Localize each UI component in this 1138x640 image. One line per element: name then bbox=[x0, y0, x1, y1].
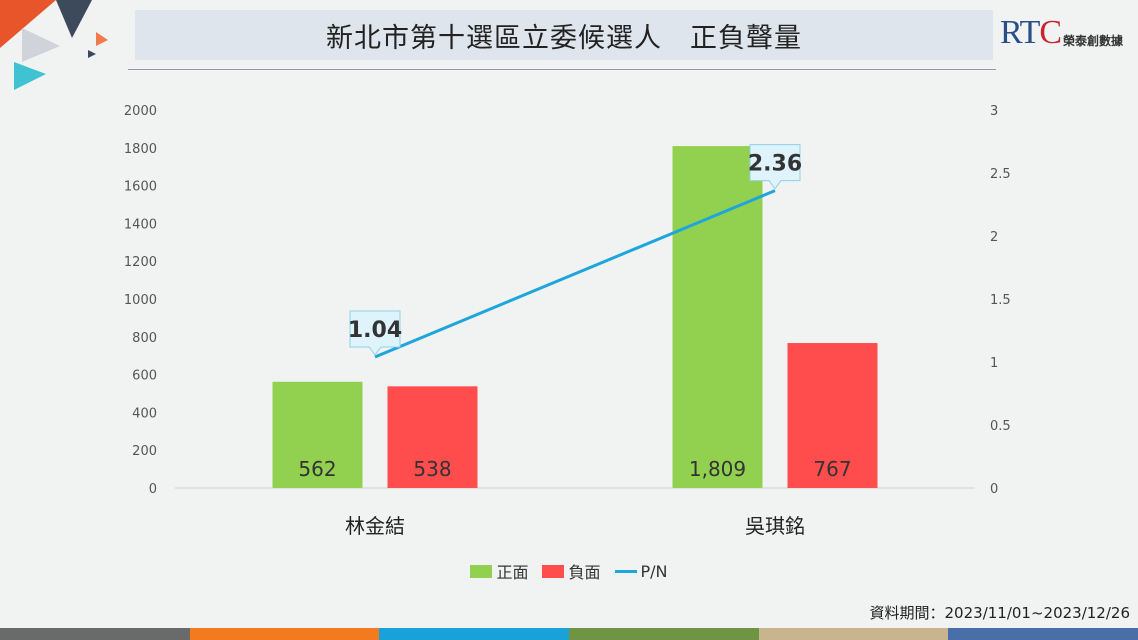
bottom-bar-segment bbox=[569, 628, 759, 640]
ratio-data-label: 2.36 bbox=[748, 152, 802, 177]
legend-item-negative: 負面 bbox=[542, 559, 601, 583]
ratio-callout bbox=[349, 310, 401, 356]
y2-tick-label: 2.5 bbox=[990, 167, 1011, 182]
y-tick-label: 1400 bbox=[124, 217, 157, 232]
ratio-callout bbox=[749, 144, 801, 190]
bar-negative bbox=[787, 343, 878, 488]
data-period: 資料期間：2023/11/01~2023/12/26 bbox=[869, 604, 1130, 622]
page-title: 新北市第十選區立委候選人 正負聲量 bbox=[135, 10, 993, 60]
bar-positive bbox=[672, 146, 763, 488]
y-tick-label: 1000 bbox=[124, 293, 157, 308]
bar-data-label: 1,809 bbox=[689, 457, 746, 481]
y-tick-label: 1200 bbox=[124, 255, 157, 270]
legend-line-ratio bbox=[614, 569, 637, 573]
bar-data-label: 767 bbox=[813, 457, 851, 481]
logo-name: 榮泰創數據 bbox=[1063, 34, 1124, 48]
bottom-bar-segment bbox=[189, 628, 380, 640]
y2-tick-label: 0.5 bbox=[990, 419, 1011, 434]
bar-negative bbox=[387, 386, 478, 488]
y-tick-label: 800 bbox=[132, 331, 157, 346]
legend-item-ratio: P/N bbox=[614, 561, 668, 581]
bar-data-label: 538 bbox=[413, 457, 451, 481]
y2-tick-label: 1.5 bbox=[990, 293, 1011, 308]
y-tick-label: 1800 bbox=[124, 142, 157, 157]
y-tick-label: 200 bbox=[132, 444, 157, 459]
title-divider bbox=[128, 69, 996, 70]
chart-legend: 正面 負面 P/N bbox=[0, 559, 1138, 583]
bar-positive bbox=[272, 381, 363, 488]
bottom-bar-segment bbox=[379, 628, 570, 640]
category-label: 林金結 bbox=[345, 514, 405, 538]
legend-label-negative: 負面 bbox=[568, 563, 601, 582]
legend-label-positive: 正面 bbox=[496, 563, 529, 582]
y2-tick-label: 2 bbox=[990, 230, 998, 245]
y2-tick-label: 0 bbox=[990, 482, 998, 497]
bottom-bar-segment bbox=[0, 628, 190, 640]
y-tick-label: 2000 bbox=[124, 104, 157, 119]
ratio-line bbox=[374, 189, 776, 359]
y-tick-label: 600 bbox=[132, 369, 157, 384]
category-label: 吳琪銘 bbox=[745, 514, 805, 538]
y-tick-label: 1600 bbox=[124, 180, 157, 195]
y-tick-label: 400 bbox=[132, 406, 157, 421]
ratio-data-label: 1.04 bbox=[348, 318, 402, 343]
y2-tick-label: 3 bbox=[990, 104, 998, 119]
bar-data-label: 562 bbox=[298, 457, 336, 481]
logo-mark: RTC bbox=[1000, 14, 1062, 51]
bottom-bar-segment bbox=[948, 628, 1138, 640]
brand-logo: RTC 榮泰創數據 bbox=[1000, 12, 1138, 56]
legend-item-positive: 正面 bbox=[470, 559, 528, 583]
legend-label-ratio: P/N bbox=[640, 561, 668, 581]
bottom-color-bar bbox=[0, 628, 1138, 640]
corner-decoration bbox=[0, 0, 108, 90]
legend-swatch-negative bbox=[542, 564, 565, 578]
y-tick-label: 0 bbox=[149, 482, 157, 497]
bottom-bar-segment bbox=[758, 628, 949, 640]
y2-tick-label: 1 bbox=[990, 356, 998, 371]
legend-swatch-positive bbox=[470, 564, 493, 578]
